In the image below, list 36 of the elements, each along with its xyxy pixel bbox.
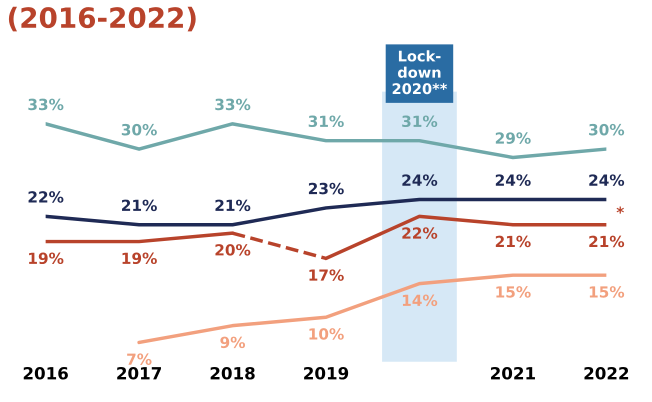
data-label: 17% [309,269,344,281]
data-label: 22% [28,191,64,203]
data-label: 24% [589,174,624,186]
data-label: 30% [122,124,157,136]
data-label: 19% [29,252,64,264]
x-tick-label: 2021 [491,366,535,380]
data-label: 33% [28,98,64,110]
x-tick-label: 2019 [304,366,348,380]
data-label: 20% [215,244,250,256]
data-label: 7% [127,353,152,365]
data-label: 23% [308,182,344,194]
x-tick-label: 2018 [210,366,255,380]
band-label: Lock- down 2020** [392,50,448,94]
x-tick-label: 2016 [24,366,68,380]
annotation: * [616,206,624,214]
data-label: 21% [496,236,531,248]
chart-title: (2016-2022) [8,6,196,32]
data-label: 10% [309,328,344,340]
data-label: 21% [589,236,624,248]
data-label: 21% [215,200,250,212]
x-tick-label: 2017 [117,366,161,380]
data-label: 31% [308,115,344,128]
data-label: 15% [496,286,531,298]
data-label: 29% [496,132,531,144]
data-label: 33% [215,98,250,110]
data-label: 14% [402,294,438,306]
data-label: 22% [402,227,438,239]
data-label: 24% [496,174,531,186]
data-label: 24% [402,174,438,186]
data-label: 19% [122,252,157,264]
data-label: 31% [402,115,438,128]
data-label: 9% [220,336,246,348]
x-tick-label: 2022 [584,366,628,380]
data-label: 21% [122,200,157,212]
data-label: 30% [589,124,624,136]
data-label: 15% [590,286,624,298]
